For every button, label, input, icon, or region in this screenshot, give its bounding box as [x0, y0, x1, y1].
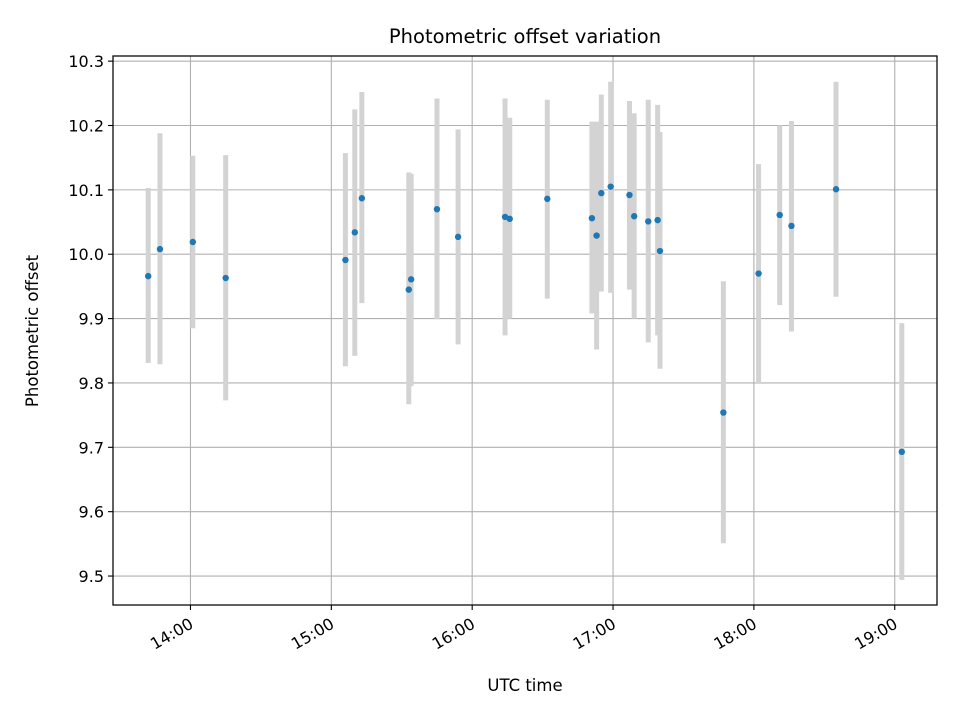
grid-layer: [113, 56, 937, 605]
y-tick-label: 10.0: [68, 245, 104, 264]
data-point: [776, 211, 783, 219]
data-point: [145, 272, 152, 280]
y-tick-label: 10.2: [68, 117, 104, 136]
data-point: [544, 195, 551, 203]
data-point: [654, 216, 661, 224]
data-point: [656, 247, 664, 255]
data-point: [358, 195, 366, 202]
data-point: [433, 205, 441, 213]
data-point: [645, 218, 652, 225]
data-point: [755, 270, 762, 277]
data-point: [720, 409, 727, 416]
data-point: [351, 229, 359, 236]
data-point: [832, 186, 840, 193]
data-point: [342, 256, 349, 264]
data-point: [156, 245, 164, 253]
y-tick-label: 10.3: [68, 52, 104, 71]
plot-frame: [112, 55, 938, 606]
y-tick-label: 9.8: [79, 374, 104, 393]
data-point: [626, 191, 633, 199]
point-layer: [145, 183, 905, 456]
y-tick-label: 9.5: [79, 567, 104, 586]
data-point: [407, 276, 415, 283]
y-axis-title: Photometric offset: [23, 254, 42, 407]
data-point: [405, 286, 412, 293]
y-tick-label: 10.1: [68, 181, 104, 200]
data-point: [788, 222, 795, 230]
x-axis-title: UTC time: [487, 676, 562, 695]
chart-title: Photometric offset variation: [389, 25, 661, 48]
data-point: [222, 274, 229, 282]
data-point: [598, 189, 605, 197]
data-point: [593, 232, 600, 239]
data-point: [898, 448, 905, 456]
y-tick-label: 9.9: [79, 310, 104, 329]
data-point: [189, 238, 197, 246]
y-tick-label: 9.6: [79, 503, 104, 522]
data-point: [454, 233, 462, 241]
y-tick-label: 9.7: [79, 438, 104, 457]
data-point: [506, 215, 513, 223]
data-point: [607, 183, 614, 190]
data-point: [588, 214, 596, 222]
data-point: [630, 213, 638, 220]
